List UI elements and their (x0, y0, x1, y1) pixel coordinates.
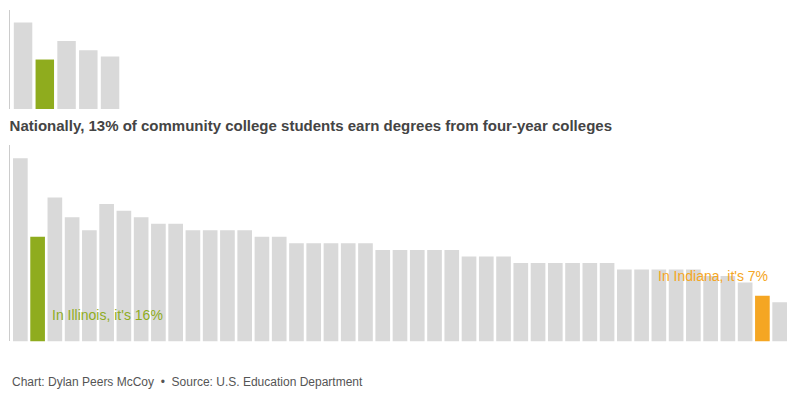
svg-text:Chart: Dylan Peers McCoy • S: Chart: Dylan Peers McCoy • Source: U.S. … (12, 375, 363, 389)
svg-text:In Indiana, it's 7%: In Indiana, it's 7% (658, 268, 768, 284)
svg-text:In Illinois, it's 16%: In Illinois, it's 16% (52, 307, 163, 323)
svg-text:Nationally, 13% of community c: Nationally, 13% of community college stu… (10, 117, 612, 134)
